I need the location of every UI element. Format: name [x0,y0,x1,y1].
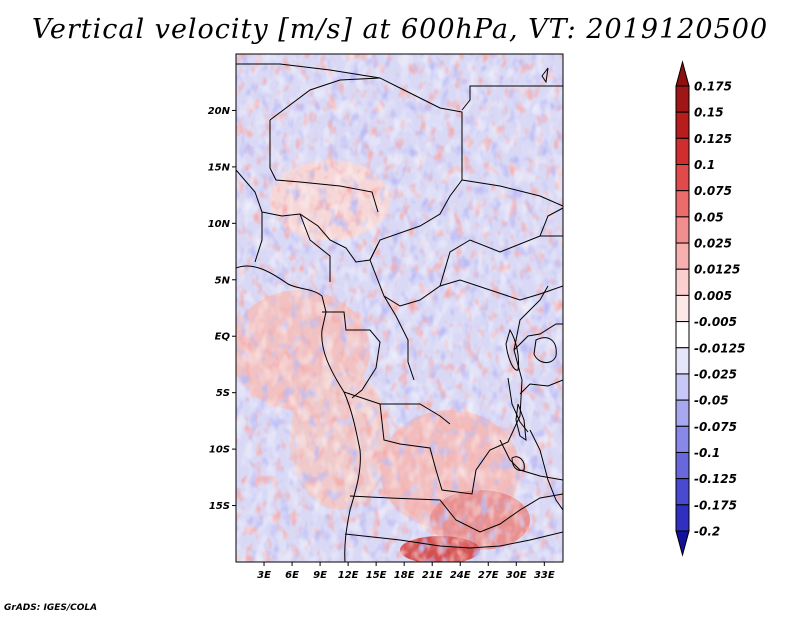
colorbar-swatch [675,451,690,480]
colorbar-label: -0.1 [694,446,720,460]
lakes [505,67,557,471]
colorbar-swatch [675,347,690,375]
colorbar-label: 0.1 [694,158,715,172]
colorbar-label: 0.0125 [694,263,740,277]
colorbar-swatch [675,373,690,401]
colorbar-swatch [675,478,690,506]
colorbar-swatch [675,399,690,427]
colorbar-label: -0.005 [694,315,737,329]
country-boundaries [236,63,563,562]
colorbar-label: 0.125 [694,132,732,146]
colorbar-label: 0.05 [694,210,724,224]
colorbar-swatch [675,216,690,244]
lon-tick-label: 24E [450,570,471,581]
colorbar-label: 0.15 [694,106,724,120]
colorbar-swatch [675,85,690,113]
colorbar-label: -0.075 [694,420,737,434]
lon-tick-label: 15E [366,570,387,581]
lat-tick-label: 15N [208,162,231,173]
lat-tick-label: 15S [209,501,230,512]
colorbar-label: -0.125 [694,472,737,486]
lon-tick-label: 27E [478,570,499,581]
lon-tick-label: 9E [313,570,327,581]
latitude-ticks: 20N 15N 10N 5N EQ 5S 10S 15S [208,106,236,512]
credit-label: GrADS: IGES/COLA [4,603,98,613]
lon-tick-label: 12E [338,570,359,581]
colorbar-label: 0.075 [694,184,732,198]
colorbar-top-arrow [675,60,690,87]
colorbar-label: -0.0125 [694,341,745,355]
map-frame [235,53,564,563]
lat-tick-label: 5S [216,388,230,399]
colorbar-label: -0.05 [694,394,729,408]
colorbar-label: 0.005 [694,289,732,303]
lon-tick-label: 33E [534,570,555,581]
colorbar-label: -0.025 [694,367,737,381]
colorbar-bottom-arrow [675,530,690,557]
lon-tick-label: 3E [257,570,271,581]
lat-tick-label: 5N [215,275,231,286]
lat-tick-label: 10S [209,445,230,456]
colorbar-swatch [675,425,690,453]
colorbar-label: 0.025 [694,237,732,251]
chart-title: Vertical velocity [m/s] at 600hPa, VT: 2… [31,14,769,45]
colorbar-swatch [675,137,690,166]
colorbar-label: -0.175 [694,498,737,512]
lon-tick-label: 18E [394,570,415,581]
colorbar-label: 0.175 [694,80,732,94]
colorbar-swatch [675,111,690,139]
colorbar-swatch [675,190,690,218]
colorbar-swatch [675,321,690,349]
vertical-velocity-field [236,54,563,562]
colorbar-swatch [675,242,690,270]
colorbar-swatch [675,504,690,532]
colorbar-label: -0.2 [694,525,720,539]
lon-tick-label: 30E [506,570,527,581]
lon-tick-label: 6E [285,570,299,581]
longitude-ticks: 3E 6E 9E 12E 15E 18E 21E 24E 27E 30E 33E [257,562,555,581]
colorbar-swatch [675,294,690,323]
colorbar: 0.175 0.15 0.125 0.1 0.075 0.05 0.025 0.0125 0.0… [675,60,745,557]
lat-tick-label: 10N [208,219,231,230]
colorbar-swatch [675,268,690,296]
lat-tick-label: EQ [215,332,231,343]
colorbar-swatch [675,164,690,192]
lon-tick-label: 21E [422,570,443,581]
lat-tick-label: 20N [208,106,231,117]
